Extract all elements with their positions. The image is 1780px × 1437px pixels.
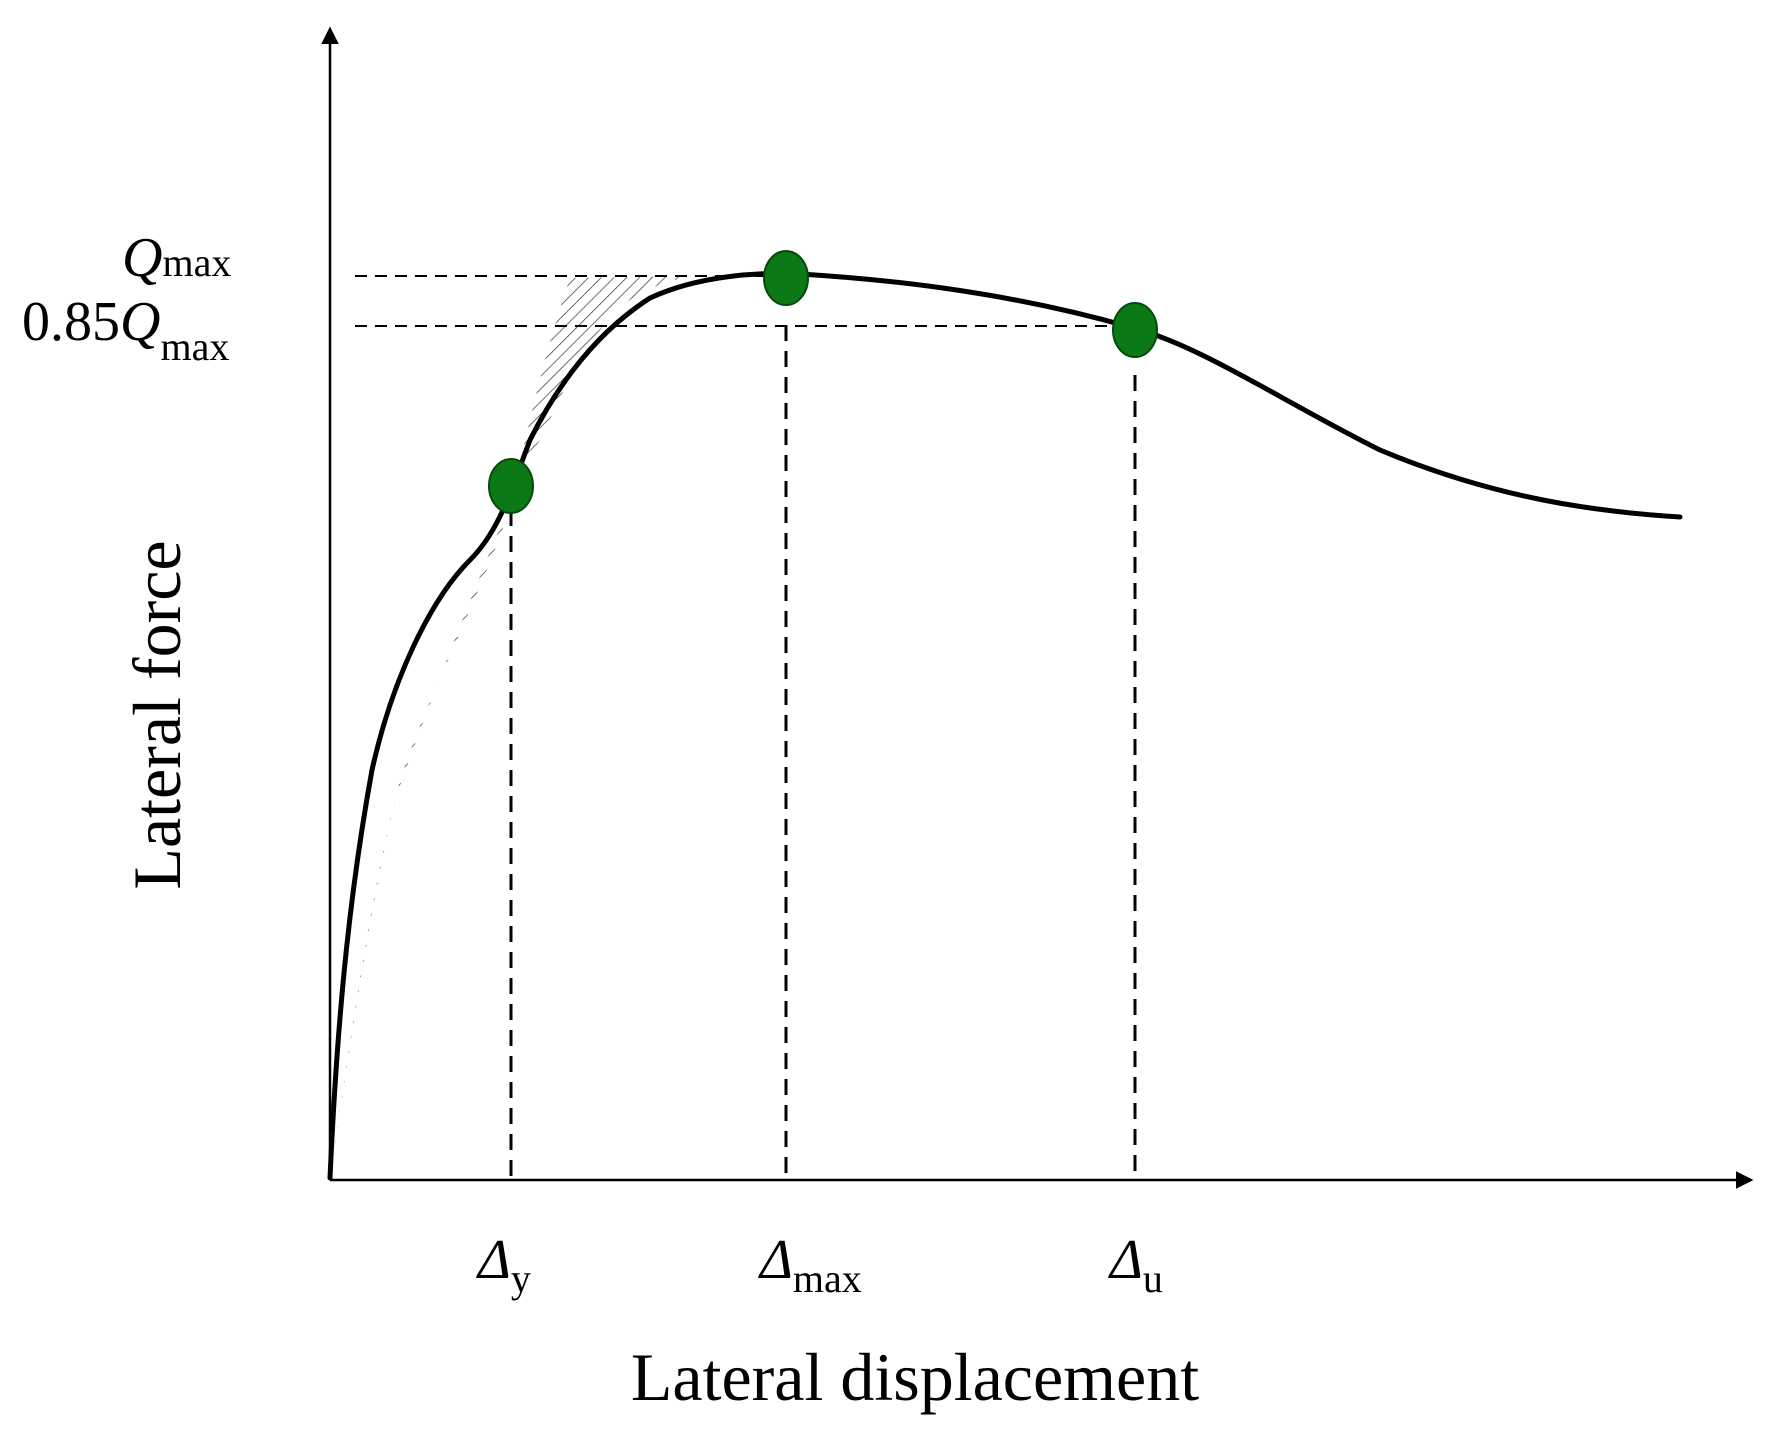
dmax-label: Δmax xyxy=(758,1229,862,1301)
y-axis-title: Lateral force xyxy=(119,540,195,889)
q085-label: 0.85Qmax xyxy=(22,291,229,369)
skeleton-curve xyxy=(327,270,1683,1181)
qmax-label: Qmax xyxy=(122,227,231,289)
ultimate-point xyxy=(1112,302,1158,358)
yield-point xyxy=(488,458,534,514)
dy-label: Δy xyxy=(476,1229,531,1301)
du-label: Δu xyxy=(1108,1229,1163,1301)
x-axis-title: Lateral displacement xyxy=(631,1339,1199,1415)
peak-point xyxy=(763,250,809,306)
